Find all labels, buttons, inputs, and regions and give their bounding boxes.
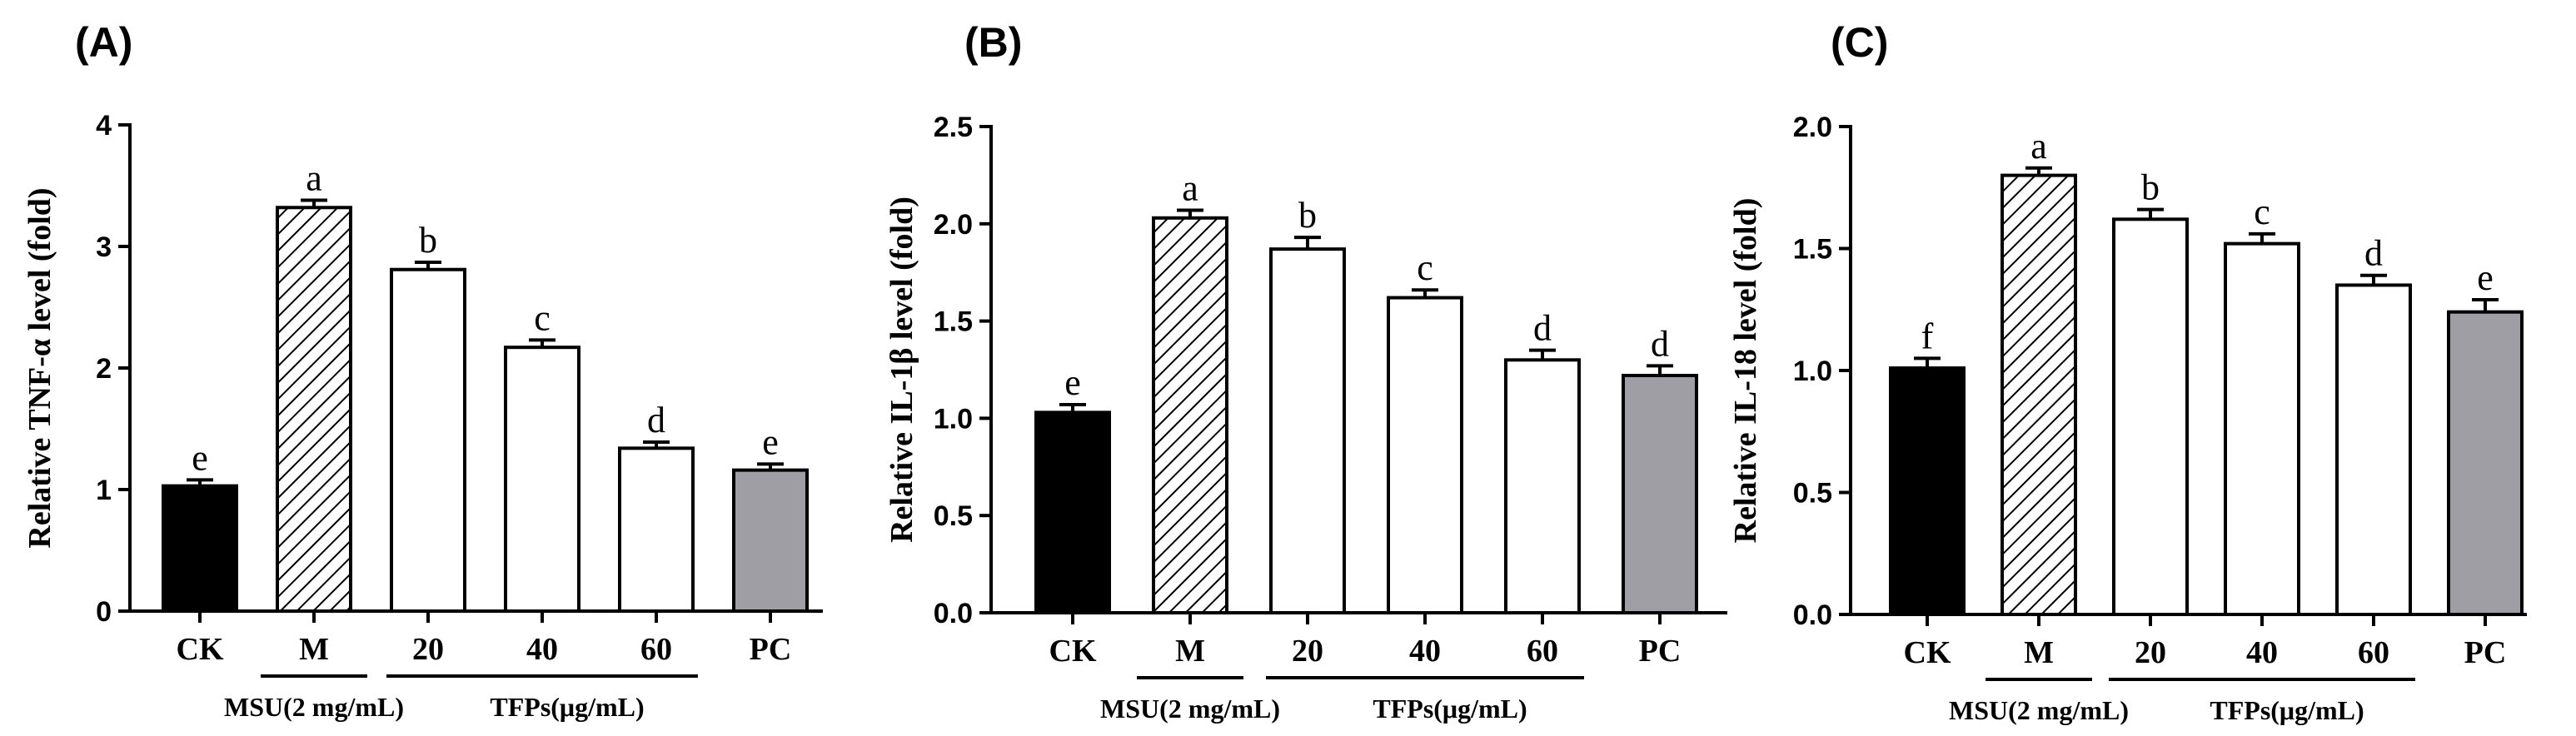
- bar-ck: [162, 484, 238, 613]
- bar-m: [276, 206, 352, 613]
- bar-ck: [1889, 366, 1966, 616]
- x-tick-label: 40: [2246, 635, 2278, 670]
- bar-pc: [1622, 374, 1698, 614]
- panel-label: (C): [1831, 19, 1888, 66]
- group-label-tfps: TFPs(μg/mL): [2210, 695, 2364, 725]
- panel-label: (B): [964, 19, 1022, 66]
- y-tick-label: 2.0: [934, 209, 973, 241]
- group-label-tfps: TFPs(μg/mL): [490, 692, 644, 722]
- y-tick-label: 1: [96, 475, 112, 506]
- bar-20: [390, 267, 466, 613]
- bar-40: [2224, 241, 2300, 616]
- group-label-msu: MSU(2 mg/mL): [1100, 694, 1280, 724]
- bar-20: [2112, 217, 2189, 616]
- bar-ck: [1034, 410, 1111, 614]
- x-tick-label: 60: [2358, 635, 2389, 670]
- bar-60: [1504, 358, 1581, 614]
- significance-letter: d: [1651, 323, 1669, 364]
- significance-letter: b: [2141, 167, 2160, 208]
- x-tick-label: 60: [640, 632, 672, 667]
- significance-letter: d: [1533, 308, 1552, 349]
- bar-20: [1269, 247, 1346, 614]
- significance-letter: a: [1182, 167, 1198, 208]
- y-tick-label: 1.0: [934, 403, 973, 435]
- significance-letter: a: [2030, 126, 2047, 167]
- x-tick-label: PC: [1639, 634, 1682, 669]
- x-tick-label: M: [2024, 635, 2054, 670]
- x-tick-label: 20: [412, 632, 444, 667]
- x-tick-label: M: [1175, 634, 1205, 669]
- significance-letter: e: [2477, 257, 2494, 298]
- bar-m: [1152, 216, 1228, 614]
- panel-c: (C) Relative IL-18 level (fold) 0.0 0.5 1.0 1…: [1728, 19, 2527, 725]
- y-tick-label: 0: [96, 596, 112, 628]
- x-tick-label: 20: [1292, 634, 1323, 669]
- y-tick-label: 0.0: [934, 598, 973, 629]
- y-tick-label: 1.5: [934, 306, 973, 338]
- bar-40: [504, 346, 580, 613]
- x-tick-label: CK: [177, 632, 224, 667]
- significance-letter: c: [2254, 191, 2270, 232]
- y-tick-label: 2: [96, 353, 112, 385]
- x-tick-label: PC: [2464, 635, 2507, 670]
- group-label-msu: MSU(2 mg/mL): [224, 692, 404, 722]
- y-tick-label: 2.0: [1793, 112, 1832, 143]
- x-tick-label: CK: [1049, 634, 1097, 669]
- bar-40: [1387, 296, 1463, 614]
- panel-b: (B) Relative IL-1β level (fold) 0.0 0.5 1.0 1…: [884, 19, 1727, 724]
- bar-m: [2001, 173, 2077, 617]
- x-tick-label: M: [299, 632, 329, 667]
- y-axis-title: Relative IL-18 level (fold): [1728, 198, 1763, 544]
- significance-letter: c: [1417, 247, 1433, 288]
- bar-60: [618, 446, 695, 613]
- bar-60: [2335, 283, 2412, 616]
- y-tick-label: 1.5: [1793, 234, 1832, 266]
- significance-letter: d: [647, 400, 665, 440]
- y-tick-label: 4: [96, 110, 112, 142]
- x-tick-label: 40: [1409, 634, 1441, 669]
- significance-letter: c: [534, 297, 551, 338]
- significance-letter: b: [419, 220, 437, 261]
- y-tick-label: 0.5: [1793, 478, 1832, 510]
- significance-letter: e: [192, 437, 208, 478]
- x-tick-label: 40: [526, 632, 558, 667]
- y-tick-label: 2.5: [934, 112, 973, 143]
- significance-letter: a: [306, 158, 322, 199]
- significance-letter: f: [1921, 316, 1934, 356]
- significance-letter: e: [762, 421, 779, 462]
- significance-letter: d: [2364, 233, 2383, 274]
- bar-pc: [732, 468, 809, 614]
- x-tick-label: PC: [750, 632, 792, 667]
- y-axis-title: Relative TNF-α level (fold): [22, 187, 57, 548]
- significance-letter: e: [1064, 362, 1081, 403]
- y-tick-label: 3: [96, 231, 112, 263]
- x-tick-label: 20: [2135, 635, 2166, 670]
- y-tick-label: 0.5: [934, 500, 973, 532]
- y-axis-title: Relative IL-1β level (fold): [884, 196, 919, 543]
- group-label-tfps: TFPs(μg/mL): [1373, 694, 1527, 724]
- panel-a: (A) Relative TNF-α level (fold) 0 1 2 3 4 e CK a M…: [22, 19, 823, 722]
- x-tick-label: 60: [1527, 634, 1558, 669]
- significance-letter: b: [1298, 195, 1317, 236]
- bar-pc: [2447, 310, 2524, 616]
- y-tick-label: 0.0: [1793, 599, 1832, 631]
- group-label-msu: MSU(2 mg/mL): [1949, 695, 2129, 725]
- x-tick-label: CK: [1904, 635, 1951, 670]
- panel-label: (A): [75, 19, 132, 66]
- y-tick-label: 1.0: [1793, 356, 1832, 387]
